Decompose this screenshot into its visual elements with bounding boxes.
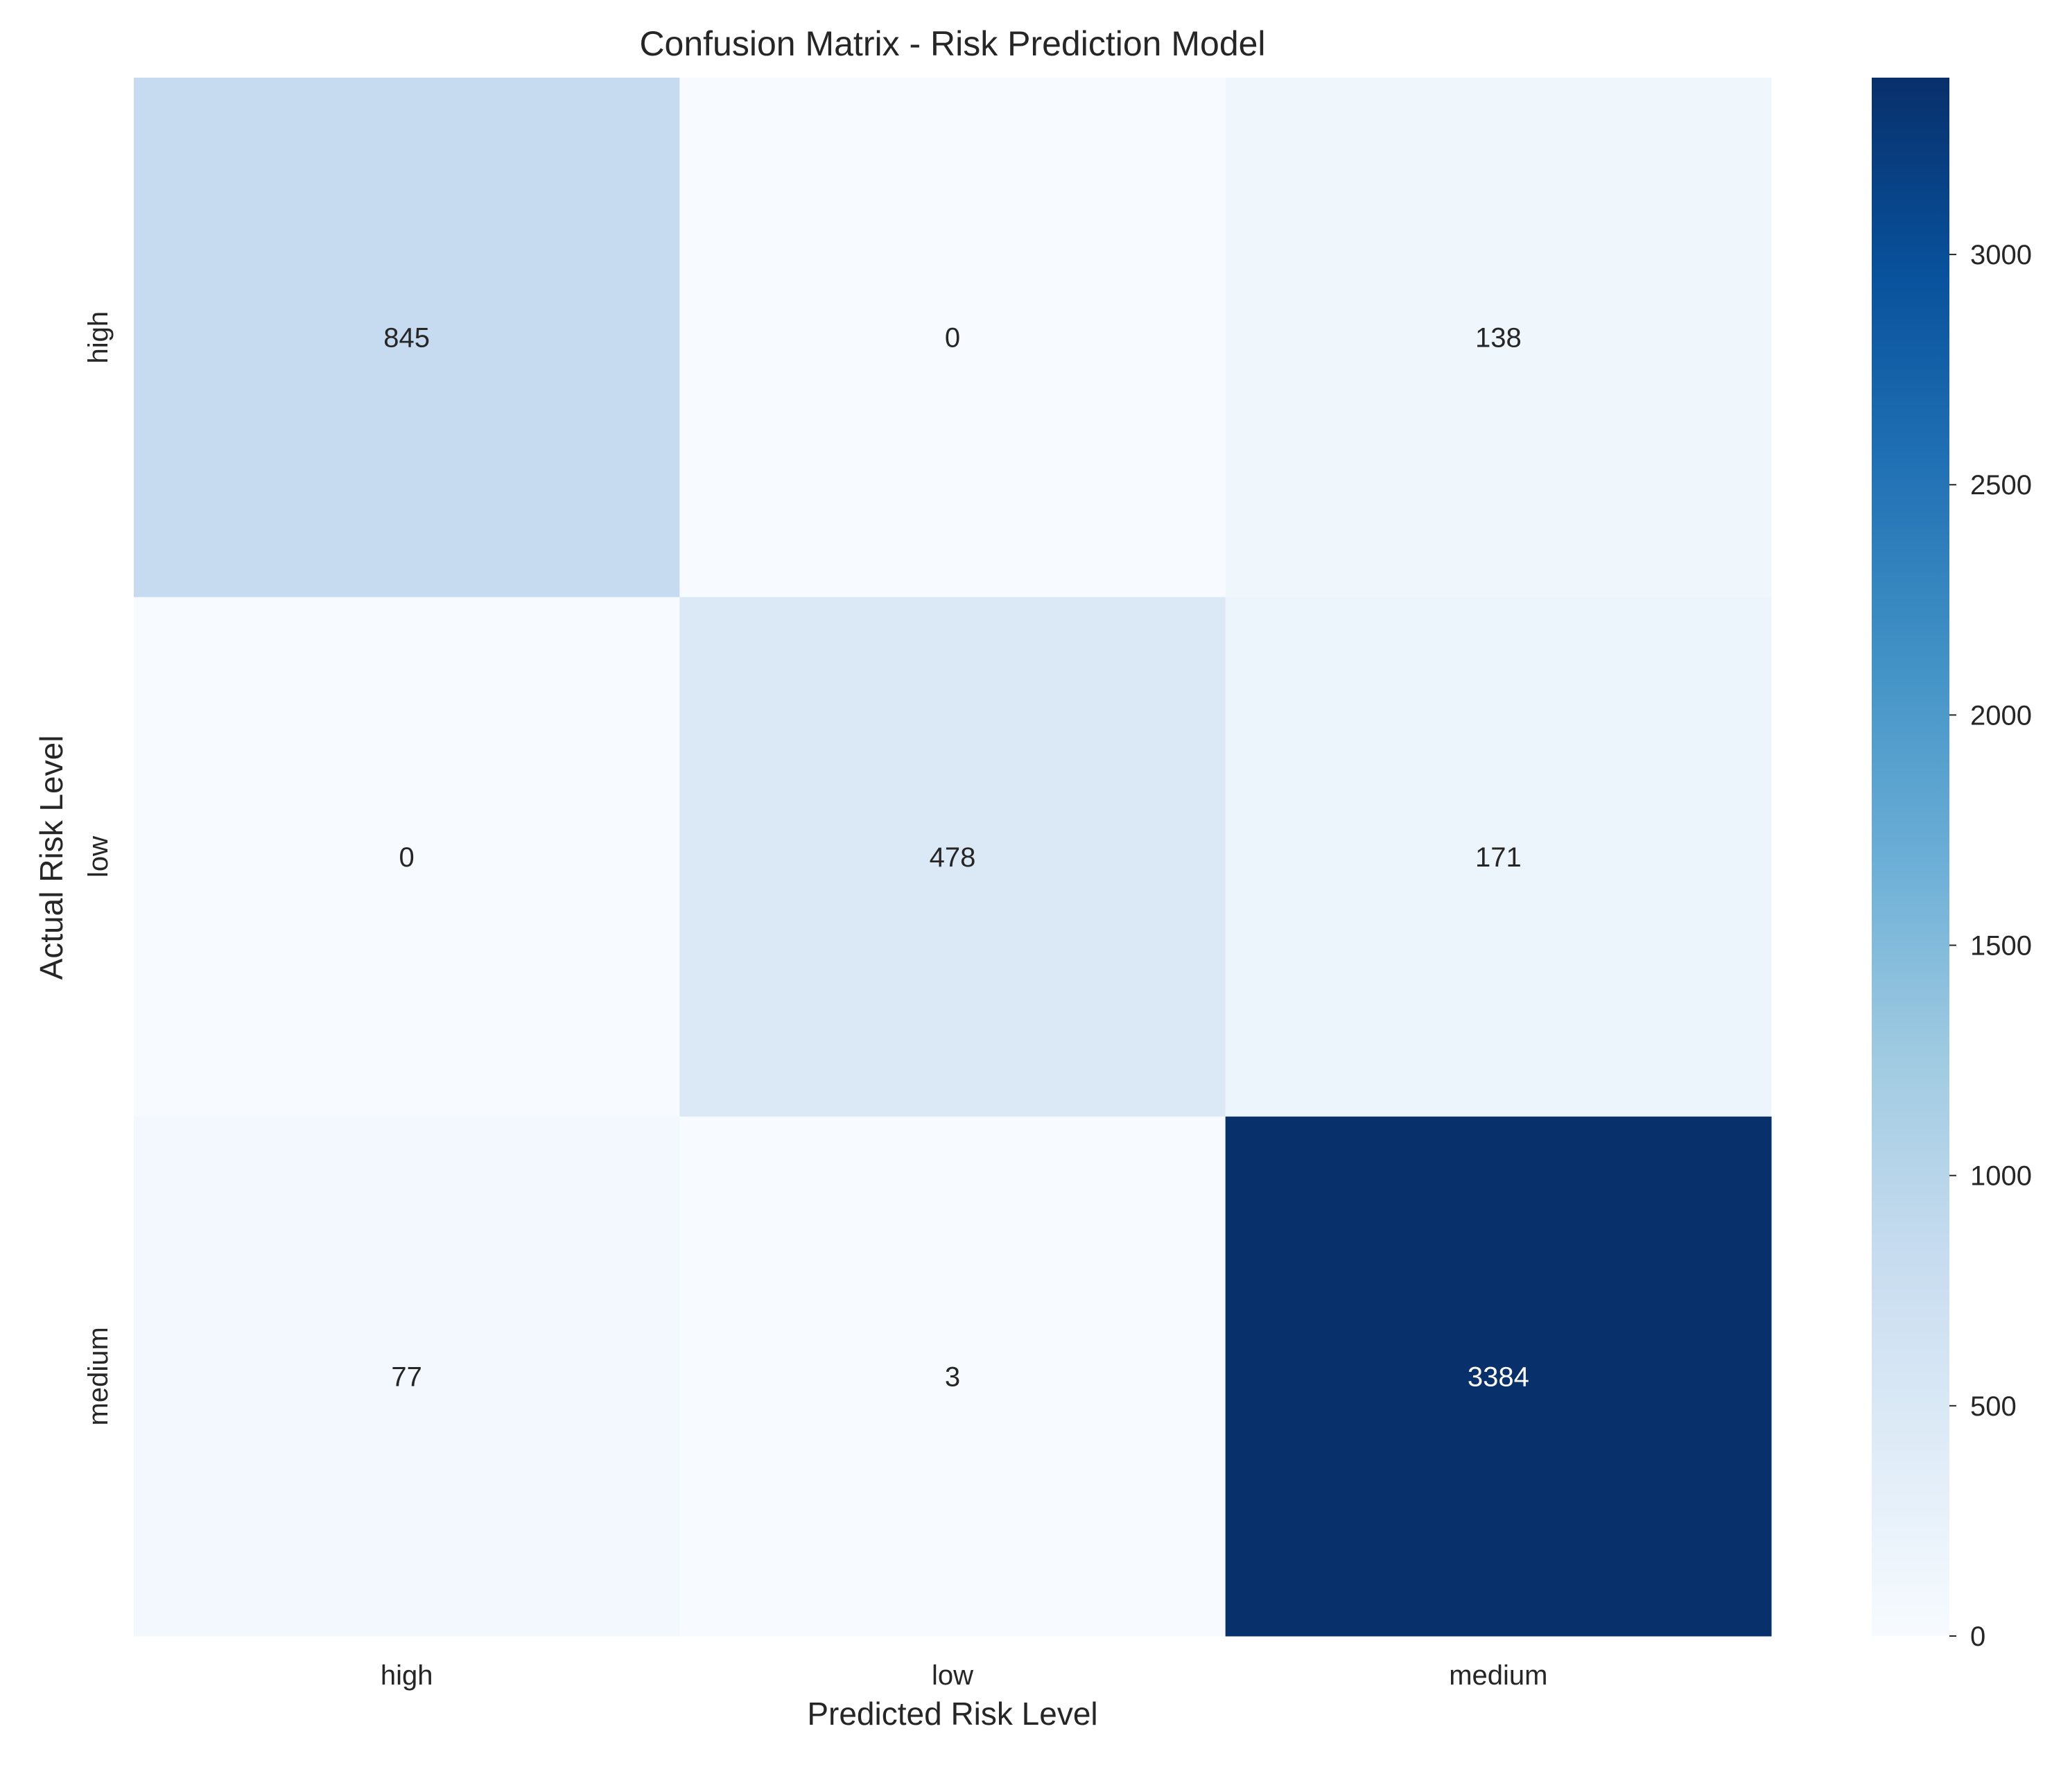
cell-value-label: 845	[383, 323, 430, 354]
x-tick-label: high	[381, 1660, 433, 1691]
colorbar-tick-label: 1000	[1970, 1161, 2032, 1192]
colorbar-tick-label: 2000	[1970, 700, 2032, 731]
cell-value-label: 478	[930, 842, 976, 873]
chart-title: Confusion Matrix - Risk Prediction Model	[639, 24, 1265, 63]
y-tick-label: low	[83, 836, 114, 878]
cell-value-label: 0	[945, 323, 960, 354]
heatmap-cell	[1225, 1116, 1772, 1637]
heatmap-cell	[679, 78, 1226, 598]
x-axis-label: Predicted Risk Level	[807, 1696, 1097, 1732]
heatmap-cell	[134, 78, 680, 598]
heatmap-cell	[679, 597, 1226, 1117]
cell-value-label: 3384	[1468, 1362, 1529, 1392]
colorbar-tick-label: 0	[1970, 1621, 1985, 1652]
colorbar-tick-label: 3000	[1970, 240, 2032, 270]
heatmap-cell	[134, 597, 680, 1117]
cell-value-label: 77	[391, 1362, 422, 1392]
colorbar: 0 500 1000 1500 2000 2500 3000	[1872, 78, 2032, 1652]
y-tick-label: high	[83, 311, 114, 364]
y-tick-label: medium	[83, 1327, 114, 1425]
heatmap-cell	[1225, 597, 1772, 1117]
cell-value-label: 171	[1475, 842, 1522, 873]
heatmap-cell	[1225, 78, 1772, 598]
heatmap-cells	[134, 78, 1772, 1637]
cell-value-label: 0	[399, 842, 415, 873]
heatmap-cell	[679, 1116, 1226, 1637]
heatmap-cell	[134, 1116, 680, 1637]
colorbar-tick-label: 1500	[1970, 931, 2032, 962]
cell-value-label: 138	[1475, 323, 1522, 354]
x-tick-label: low	[932, 1660, 973, 1691]
x-axis-ticks: high low medium	[381, 1660, 1548, 1691]
x-tick-label: medium	[1449, 1660, 1547, 1691]
y-axis-ticks: high low medium	[83, 311, 114, 1426]
colorbar-gradient	[1872, 78, 1949, 1636]
colorbar-tick-label: 500	[1970, 1391, 2017, 1422]
heatmap-cell-labels: 845 0 138 0 478 171 77 3 3384	[383, 323, 1529, 1393]
colorbar-ticks: 0 500 1000 1500 2000 2500 3000	[1949, 240, 2032, 1652]
y-axis-label: Actual Risk Level	[33, 736, 69, 980]
colorbar-tick-label: 2500	[1970, 470, 2032, 501]
cell-value-label: 3	[945, 1362, 960, 1392]
